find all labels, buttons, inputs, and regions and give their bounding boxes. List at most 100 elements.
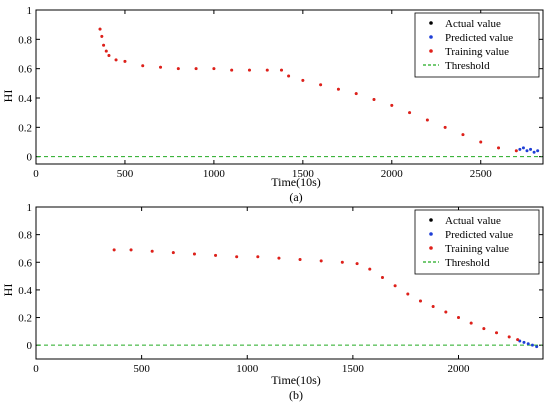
panel-b-training-point [444,310,448,314]
panel-a-training-point [425,118,429,122]
panel-a-training-point [443,125,447,129]
panel-b-training-point [393,284,397,288]
panel-a-training-point [176,67,180,71]
panel-a-training-point [319,83,323,87]
panel-b-legend-box [414,209,540,275]
panel-b-predicted-point [535,345,539,349]
panel-a-training-point [123,59,127,63]
panel-a-predicted-point [529,147,533,151]
panel-b-training-point [495,331,499,335]
panel-a-training-point [194,67,198,71]
panel-a-training-point [104,49,108,53]
panel-b-predicted-point [522,340,526,344]
panel-a-x-axis-label: Time(10s) [271,175,321,189]
panel-b-x-tick-label: 2000 [448,363,471,375]
panel-a-training-point [230,68,234,72]
panel-b-legend-predicted-label: Predicted value [445,229,513,241]
panel-b-legend-actual-label: Actual value [445,215,501,227]
panel-b-training-point [192,252,196,256]
panel-b-legend-predicted-swatch [429,232,433,236]
panel-b-training-point [355,262,359,266]
panel-b-x-axis-label: Time(10s) [271,373,321,387]
panel-a-training-point [159,65,163,69]
panel-a-legend-box [414,12,540,78]
panel-a-predicted-point [536,149,540,153]
panel-b-training-point [129,248,133,252]
panel-a-legend-training-swatch [429,49,433,53]
panel-a-plot-frame [35,9,544,165]
panel-b-legend-training-swatch [429,246,433,250]
panel-a-training-point [247,68,251,72]
panel-b-predicted-point [518,339,522,343]
panel-a-legend-training-label: Training value [445,46,509,58]
panel-a-training-point [336,87,340,91]
panel-b-training-point [469,321,473,325]
panel-a-training-point [212,67,216,71]
panel-a: Time(10s) (a) HI 0 500 1000 1500 2000 2500 0 0.… [1,5,544,204]
panel-a-training-point [265,68,269,72]
panel-b: Time(10s) (b) HI 0 500 1000 1500 2000 0 0.2 0.4… [1,202,544,402]
panel-a-legend-actual-swatch [429,21,433,25]
panel-a-x-tick-label: 1000 [203,168,226,180]
panel-b-x-tick-label: 0 [33,363,39,375]
panel-a-caption: (a) [289,190,302,204]
panel-b-legend-actual-swatch [429,218,433,222]
panel-a-legend-predicted-label: Predicted value [445,32,513,44]
panel-b-legend-threshold-label: Threshold [445,257,490,269]
panel-a-training-point [279,68,283,72]
panel-a-predicted-point [518,147,522,151]
panel-b-y-tick-label: 0.8 [18,230,32,242]
panel-a-predicted-point [521,146,525,150]
panel-b-training-point [340,260,344,264]
panel-b-x-tick-label: 500 [133,363,150,375]
panel-b-training-point [235,255,239,259]
panel-a-training-point [354,92,358,96]
panel-a-legend-threshold-label: Threshold [445,60,490,72]
panel-b-y-tick-label: 0 [27,340,33,352]
panel-a-y-tick-label: 0 [27,152,33,164]
panel-b-training-point [380,275,384,279]
panel-b-training-point [482,327,486,331]
panel-b-training-point [507,335,511,339]
panel-a-training-point [114,58,118,62]
panel-a-y-tick-label: 0.8 [18,34,32,46]
panel-b-y-tick-label: 0.2 [18,313,32,325]
panel-b-training-point [256,255,260,259]
panel-b-y-axis-label: HI [1,284,15,297]
panel-b-training-point [431,304,435,308]
panel-b-y-tick-label: 0.4 [18,285,32,297]
panel-a-y-axis-label: HI [1,90,15,103]
panel-a-predicted-point [532,150,536,154]
panel-a-training-point [497,146,501,150]
panel-a-training-point [141,64,145,68]
panel-b-training-point [319,259,323,263]
panel-a-training-point [479,140,483,144]
panel-a-y-tick-label: 0.6 [18,64,32,76]
panel-a-legend-predicted-swatch [429,35,433,39]
panel-b-x-tick-label: 1000 [236,363,259,375]
panel-b-y-tick-label: 1 [27,202,33,214]
panel-b-predicted-point [530,343,534,347]
panel-a-y-tick-label: 0.4 [18,93,32,105]
panel-b-y-tick-label: 0.6 [18,257,32,269]
panel-b-training-point [298,258,302,262]
panel-a-training-point [98,27,102,31]
panel-b-predicted-point [526,342,530,346]
panel-a-training-point [102,43,106,47]
panel-a-training-point [100,34,104,38]
panel-b-caption: (b) [289,388,303,402]
panel-b-x-tick-label: 1500 [342,363,365,375]
panel-a-training-point [461,133,465,137]
panel-b-training-point [418,299,422,303]
panel-a-y-tick-label: 0.2 [18,122,32,134]
panel-a-predicted-point [525,149,529,153]
panel-a-training-point [514,149,518,153]
panel-b-training-point [457,316,460,320]
panel-a-x-tick-label: 1500 [292,168,315,180]
panel-a-training-point [390,103,394,107]
panel-a-legend-actual-label: Actual value [445,18,501,30]
panel-b-training-point [214,253,218,257]
panel-a-y-tick-label: 1 [27,5,33,17]
panel-b-training-point [516,338,520,342]
